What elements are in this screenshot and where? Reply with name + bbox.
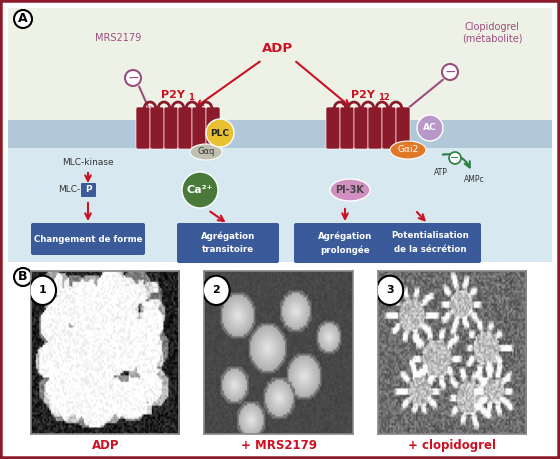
Text: + MRS2179: + MRS2179 <box>241 439 317 452</box>
Text: MLC-kinase: MLC-kinase <box>62 158 114 167</box>
FancyBboxPatch shape <box>326 107 340 149</box>
Text: + clopidogrel: + clopidogrel <box>408 439 497 452</box>
Bar <box>8 266 552 451</box>
Text: ADP: ADP <box>263 42 293 55</box>
Ellipse shape <box>330 179 370 201</box>
FancyBboxPatch shape <box>396 107 410 149</box>
Bar <box>8 148 552 262</box>
FancyBboxPatch shape <box>150 107 164 149</box>
Text: Agrégation: Agrégation <box>318 231 372 241</box>
Text: −: − <box>450 153 460 163</box>
Text: de la sécrétion: de la sécrétion <box>394 246 466 254</box>
FancyBboxPatch shape <box>81 183 96 197</box>
Text: prolongée: prolongée <box>320 245 370 255</box>
FancyBboxPatch shape <box>136 107 150 149</box>
Circle shape <box>14 10 32 28</box>
Circle shape <box>182 172 218 208</box>
Circle shape <box>29 276 56 305</box>
Bar <box>8 120 552 148</box>
Text: 2: 2 <box>212 285 220 295</box>
Text: Ca²⁺: Ca²⁺ <box>187 185 213 195</box>
Circle shape <box>203 276 230 305</box>
Text: 1: 1 <box>39 285 46 295</box>
Text: Agrégation: Agrégation <box>201 231 255 241</box>
Text: AC: AC <box>423 123 437 133</box>
FancyBboxPatch shape <box>164 107 178 149</box>
Circle shape <box>125 70 141 86</box>
Text: (métabolite): (métabolite) <box>462 34 522 44</box>
Text: MLC-: MLC- <box>58 185 80 195</box>
FancyBboxPatch shape <box>206 107 220 149</box>
Text: Changement de forme: Changement de forme <box>34 235 142 244</box>
FancyBboxPatch shape <box>354 107 368 149</box>
FancyBboxPatch shape <box>340 107 354 149</box>
FancyBboxPatch shape <box>379 223 481 263</box>
Text: MRS2179: MRS2179 <box>95 33 141 43</box>
Circle shape <box>442 64 458 80</box>
Circle shape <box>14 268 32 286</box>
Text: Gαq: Gαq <box>197 147 214 157</box>
FancyBboxPatch shape <box>368 107 382 149</box>
Text: transitoire: transitoire <box>202 246 254 254</box>
Circle shape <box>376 276 403 305</box>
FancyBboxPatch shape <box>31 223 145 255</box>
Bar <box>8 8 552 262</box>
Text: 3: 3 <box>386 285 394 295</box>
Text: Potentialisation: Potentialisation <box>391 231 469 241</box>
Text: P2Y: P2Y <box>351 90 375 100</box>
Circle shape <box>206 119 234 147</box>
Text: −: − <box>444 65 456 79</box>
Text: B: B <box>18 270 28 284</box>
Text: Clopidogrel: Clopidogrel <box>464 22 520 32</box>
FancyBboxPatch shape <box>192 107 206 149</box>
FancyBboxPatch shape <box>382 107 396 149</box>
Text: ADP: ADP <box>91 439 119 452</box>
Text: A: A <box>18 12 28 26</box>
Text: P2Y: P2Y <box>161 90 185 100</box>
Text: −: − <box>127 71 139 85</box>
Circle shape <box>449 152 461 164</box>
Text: 12: 12 <box>378 93 390 102</box>
Text: ATP: ATP <box>434 168 448 177</box>
Text: 1: 1 <box>188 93 194 102</box>
Text: Gαi2: Gαi2 <box>398 146 419 155</box>
Text: P: P <box>85 185 91 195</box>
Ellipse shape <box>390 141 426 159</box>
Text: PI-3K: PI-3K <box>335 185 365 195</box>
FancyBboxPatch shape <box>177 223 279 263</box>
Text: AMPc: AMPc <box>464 175 484 184</box>
FancyBboxPatch shape <box>294 223 396 263</box>
Ellipse shape <box>190 144 222 160</box>
FancyBboxPatch shape <box>178 107 192 149</box>
Circle shape <box>417 115 443 141</box>
Text: PLC: PLC <box>211 129 230 138</box>
